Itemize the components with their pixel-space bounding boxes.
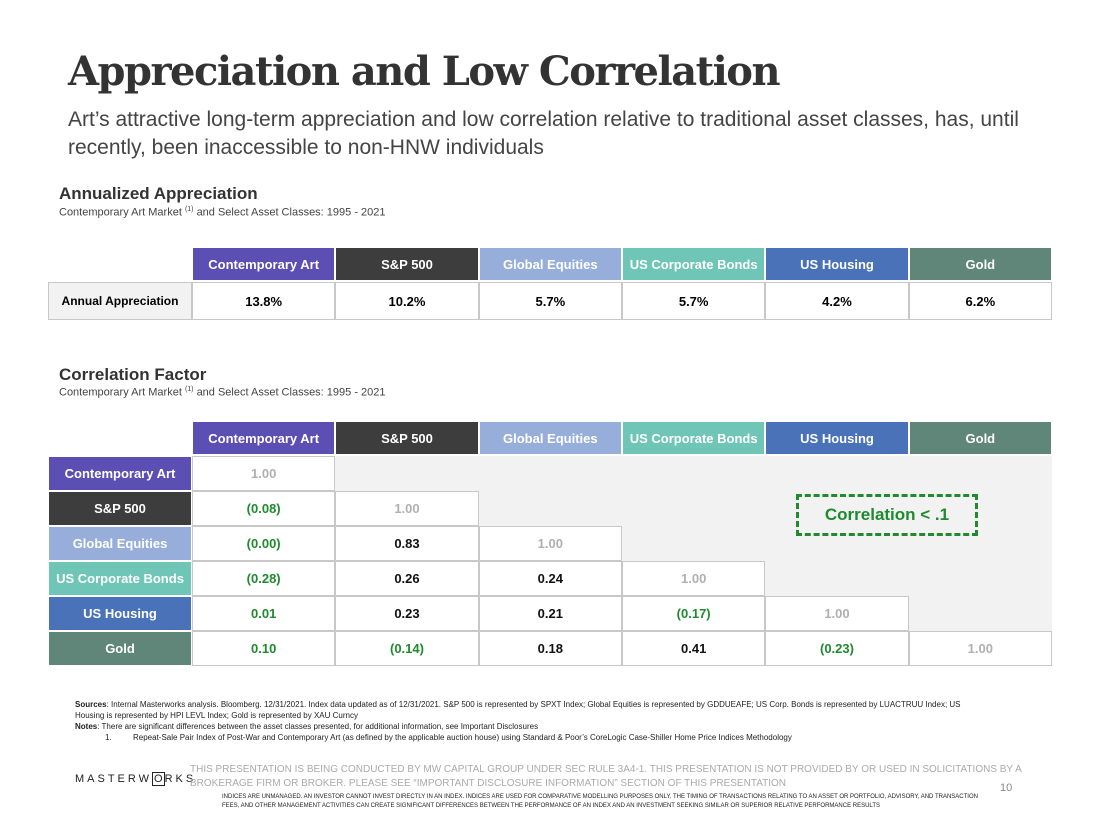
logo-box: O [152,772,165,786]
value-cell: 13.8% [192,282,336,320]
correlation-cell: (0.08) [192,491,336,526]
logo: MASTERW O RKS [75,772,197,786]
column-header: US Corporate Bonds [622,247,766,281]
correlation-cell: 1.00 [192,456,336,491]
correlation-cell: 1.00 [478,526,622,561]
correlation-cell: (0.00) [192,526,336,561]
caption-text: and Select Asset Classes: 1995 - 2021 [196,206,386,219]
disclaimer: INDICES ARE UNMANAGED. AN INVESTOR CANNO… [222,794,978,809]
correlation-cell: (0.17) [622,596,766,631]
column-header: US Housing [765,421,909,455]
correlation-cell: 0.24 [478,561,622,596]
correlation-cell: (0.23) [765,631,909,666]
sources: Sources: Internal Masterworks analysis. … [75,699,975,743]
column-header: S&P 500 [335,247,479,281]
caption-text: and Select Asset Classes: 1995 - 2021 [196,386,386,399]
title: Appreciation and Low Correlation [68,48,781,95]
column-header: Global Equities [478,421,622,455]
correlation-cell: 1.00 [622,561,766,596]
column-header: Contemporary Art [192,247,336,281]
section-heading: Correlation Factor [59,365,207,384]
callout: Correlation < .1 [796,494,978,536]
column-header: Global Equities [478,247,622,281]
notice: THIS PRESENTATION IS BEING CONDUCTED BY … [190,764,1022,789]
row-label: Annual Appreciation [48,282,192,320]
correlation-cell: (0.14) [335,631,479,666]
correlation-cell: 0.01 [192,596,336,631]
section-caption: Contemporary Art Market (1) and Select A… [59,206,386,219]
correlation-cell: (0.28) [192,561,336,596]
notes-label: Notes [75,722,98,731]
column-header: US Corporate Bonds [622,421,766,455]
row-label: Global Equities [48,526,192,561]
notes-text: : There are significant differences betw… [97,722,539,731]
logo-text: MASTERW [75,773,153,785]
row-label: S&P 500 [48,491,192,526]
item-number: 1. [105,733,112,742]
page-number: 10 [1000,782,1013,794]
correlation-cell: 1.00 [908,631,1052,666]
item-text: Repeat-Sale Pair Index of Post-War and C… [133,733,792,742]
value-cell: 6.2% [908,282,1052,320]
sources-text: : Internal Masterworks analysis. Bloombe… [75,700,961,720]
row-label: Gold [48,631,192,666]
correlation-cell: 0.10 [192,631,336,666]
section-heading: Annualized Appreciation [59,184,258,203]
value-cell: 4.2% [765,282,909,320]
value-cell: 5.7% [478,282,622,320]
row-label: Contemporary Art [48,456,192,491]
column-header: Gold [908,247,1052,281]
logo-text: RKS [164,773,197,785]
correlation-cell: 0.18 [478,631,622,666]
column-header: Contemporary Art [192,421,336,455]
caption-text: Contemporary Art Market [59,386,182,399]
correlation-cell: 0.26 [335,561,479,596]
row-label: US Housing [48,596,192,631]
correlation-cell: 0.23 [335,596,479,631]
sources-label: Sources [75,700,107,709]
correlation-cell: 1.00 [765,596,909,631]
value-cell: 10.2% [335,282,479,320]
subtitle: Art’s attractive long-term appreciation … [68,108,1019,159]
caption-sup: (1) [184,206,194,213]
caption-text: Contemporary Art Market [59,206,182,219]
correlation-cell: 0.21 [478,596,622,631]
column-header: S&P 500 [335,421,479,455]
value-cell: 5.7% [622,282,766,320]
correlation-cell: 0.41 [622,631,766,666]
row-label: US Corporate Bonds [48,561,192,596]
correlation-cell: 0.83 [335,526,479,561]
column-header: Gold [908,421,1052,455]
correlation-cell: 1.00 [335,491,479,526]
caption-sup: (1) [184,386,194,393]
column-header: US Housing [765,247,909,281]
section-caption: Contemporary Art Market (1) and Select A… [59,386,386,399]
